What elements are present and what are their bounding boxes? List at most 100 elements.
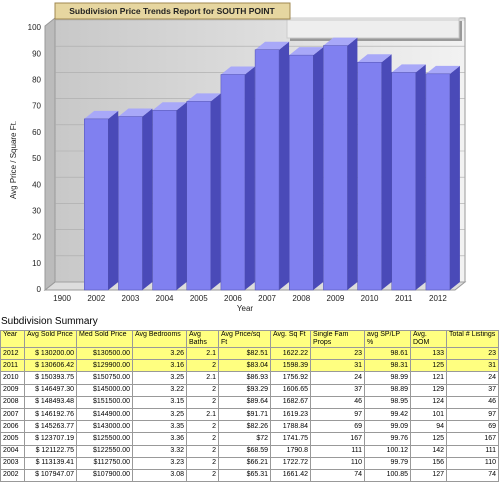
table-cell: $82.26 [218,420,271,434]
table-cell: $65.31 [218,468,271,483]
table-cell: 3.36 [132,432,187,446]
table-cell: 99.79 [364,456,411,470]
bar [357,61,382,291]
bar-side [381,54,392,290]
table-cell: 1606.65 [270,383,311,397]
table-cell: $ 146497.30 [24,383,77,397]
bar-side [313,47,324,290]
bar-top [152,102,187,111]
y-tick-label: 100 [28,23,42,32]
table-cell: 2.1 [186,371,219,385]
summary-table: Year Avg Sold Price Med Sold Price Avg Bedr… [0,330,499,483]
table-cell: 2009 [0,383,25,397]
table-cell: 98.61 [364,346,411,361]
table-cell: 2 [186,359,219,373]
table-cell: 3.22 [132,383,187,397]
table-cell: 129 [410,383,447,397]
header-cell: Avg Price/sq Ft [218,330,271,348]
chart: Subdivision Price Trends Report for SOUT… [9,2,467,313]
bar [186,101,211,291]
table-row: 2002 $ 107947.07 $107900.00 3.08 2 $65.31 1661… [0,468,499,483]
header-cell: Single Fam Props [310,330,365,348]
bar-top [391,64,426,73]
table-cell: 69 [310,420,365,434]
bar-top [255,41,290,50]
table-cell: 110 [446,456,499,470]
table-cell: $129900.00 [76,359,133,373]
table-row: 2010 $ 150393.75 $150750.00 3.25 2.1 $86.93 17… [0,371,499,385]
table-cell: $151500.00 [76,395,133,409]
table-cell: 2007 [0,407,25,422]
table-cell: 2 [186,468,219,483]
table-cell: 3.23 [132,456,187,470]
table-cell: 111 [310,444,365,458]
table-cell: 3.32 [132,444,187,458]
table-row: 2004 $ 121122.75 $122550.00 3.32 2 $68.59 1790… [0,444,499,458]
table-cell: $91.71 [218,407,271,422]
table-cell: 167 [310,432,365,446]
table-cell: 2004 [0,444,25,458]
bar [323,45,348,291]
table-cell: 37 [446,383,499,397]
table-cell: 3.25 [132,371,187,385]
table-cell: 133 [410,346,447,361]
table-cell: 1790.8 [270,444,311,458]
table-cell: 125 [410,359,447,373]
bar [118,116,143,291]
table-cell: 1788.84 [270,420,311,434]
table-cell: 100.12 [364,444,411,458]
table-cell: 1619.23 [270,407,311,422]
table-row: 2005 $ 123707.19 $125500.00 3.36 2 $72 1741.75… [0,432,499,446]
table-row: 2008 $ 148493.48 $151500.00 3.15 2 $89.64 1682… [0,395,499,409]
table-row: 2007 $ 146192.76 $144900.00 3.25 2.1 $91.71 16… [0,407,499,422]
bar [220,74,246,291]
header-cell: Year [0,330,25,348]
table-cell: $125500.00 [76,432,133,446]
title-box [54,2,291,20]
bar [152,110,177,291]
bar-top [118,108,153,117]
table-cell: 1756.92 [270,371,311,385]
table-cell: 1622.22 [270,346,311,361]
y-tick-label: 40 [32,180,41,189]
header-cell: Total # Listings [446,330,499,348]
header-cell: Med Sold Price [76,330,133,348]
table-cell: $112750.00 [76,456,133,470]
x-tick-label: 2009 [327,294,345,303]
table-row: 2006 $ 145263.77 $143000.00 3.35 2 $82.26 1788… [0,420,499,434]
table-cell: $122550.00 [76,444,133,458]
table-cell: 99.42 [364,407,411,422]
bar [289,54,314,291]
legend-box [286,17,460,39]
table-cell: 2 [186,395,219,409]
table-cell: $93.29 [218,383,271,397]
x-tick-label: 2012 [429,294,447,303]
chart-title: Subdivision Price Trends Report for SOUT… [69,6,275,16]
table-cell: 1682.67 [270,395,311,409]
bar [84,118,109,291]
bar-top [357,54,392,63]
y-tick-label: 10 [32,259,41,268]
table-row: 2011 $ 130606.42 $129900.00 3.16 2 $83.04 1598… [0,359,499,373]
table-cell: 121 [410,371,447,385]
table-cell: 2011 [0,359,25,373]
left-wall [44,16,56,292]
bar-top [425,65,460,74]
table-cell: $89.64 [218,395,271,409]
table-cell: 74 [446,468,499,483]
table-cell: 3.25 [132,407,187,422]
y-tick-label: 60 [32,128,41,137]
table-cell: $ 113139.41 [24,456,77,470]
x-tick-label: 2008 [292,294,310,303]
table-cell: 111 [446,444,499,458]
bar-top [84,110,119,119]
bar-top [289,47,324,56]
bar-side [279,41,290,290]
x-axis-label: Year [237,304,254,313]
y-tick-label: 90 [32,49,41,58]
table-cell: 31 [310,359,365,373]
table-cell: 31 [446,359,499,373]
table-row: 2012 $ 130200.00 $130500.00 3.26 2.1 $82.51 16… [0,346,499,361]
table-row: 2009 $ 146497.30 $145000.00 3.22 2 $93.29 1606… [0,383,499,397]
